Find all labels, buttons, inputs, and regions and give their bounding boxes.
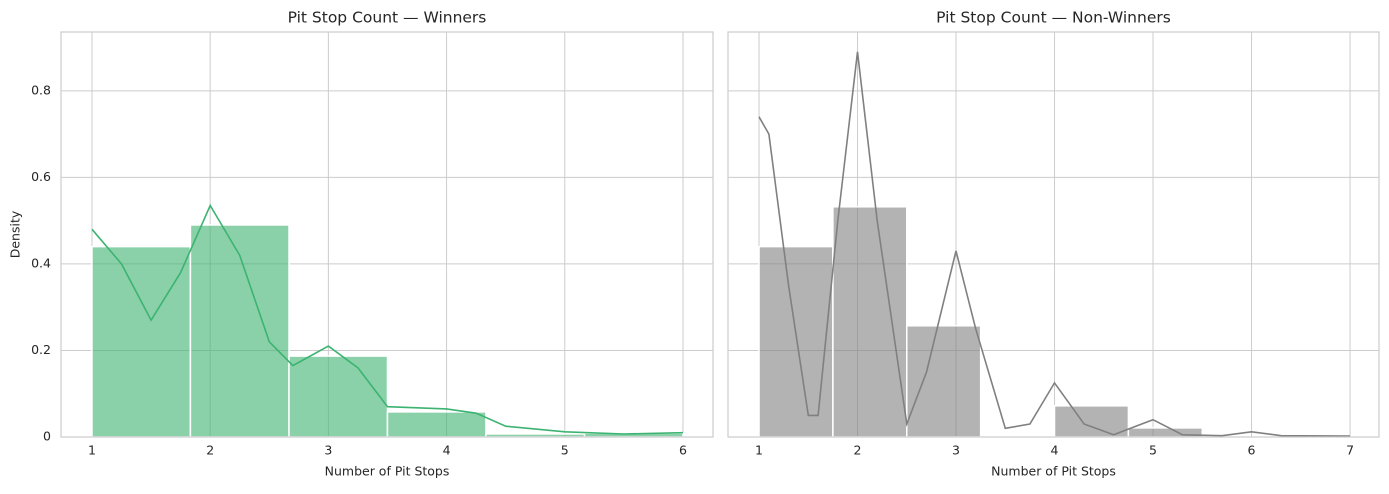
x-tick-label: 4 [443,443,451,458]
x-tick-label: 3 [324,443,332,458]
y-tick-label: 0.8 [31,82,51,97]
chart-title: Pit Stop Count — Non-Winners [936,9,1171,27]
x-tick-label: 1 [88,443,96,458]
bar [189,224,290,438]
bar [288,355,389,438]
bar [386,411,487,438]
plot-frame [60,31,714,438]
y-tick-label: 0.4 [31,255,51,270]
y-tick-label: 0 [43,429,51,444]
x-axis-label: Number of Pit Stops [325,464,450,479]
bar [906,325,982,438]
y-tick-label: 0.2 [31,342,51,357]
x-tick-label: 2 [854,443,862,458]
bar [91,245,192,438]
bar [832,206,908,438]
x-tick-label: 1 [755,443,763,458]
bar [1053,405,1130,438]
x-tick-label: 5 [1149,443,1157,458]
plot-frame [727,31,1380,438]
x-tick-label: 2 [206,443,214,458]
x-tick-label: 7 [1346,443,1354,458]
x-tick-label: 4 [1051,443,1059,458]
kde-line [91,203,684,435]
chart-title: Pit Stop Count — Winners [288,9,487,27]
kde-line [758,51,1351,437]
x-tick-label: 3 [952,443,960,458]
x-tick-label: 5 [561,443,569,458]
y-axis-label: Density [8,210,23,258]
x-axis-label: Number of Pit Stops [991,464,1116,479]
x-tick-label: 6 [679,443,687,458]
y-tick-label: 0.6 [31,169,51,184]
x-tick-label: 6 [1248,443,1256,458]
bar [758,245,834,438]
